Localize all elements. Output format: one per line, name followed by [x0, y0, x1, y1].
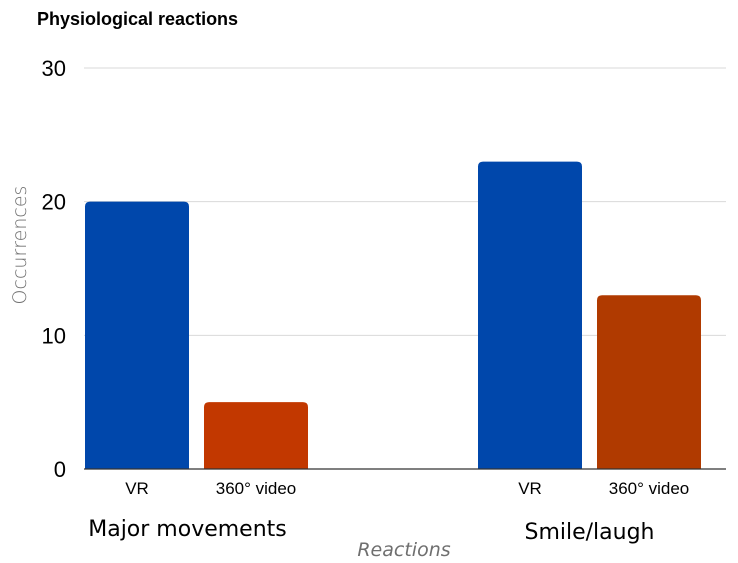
- bar-vr-smile-laugh: [478, 161, 582, 470]
- x-tick-label: 360° video: [216, 479, 297, 498]
- y-tick-label: 20: [42, 190, 66, 215]
- bar-vr-major-movements: [85, 201, 189, 469]
- group-label: Major movements: [88, 517, 287, 542]
- bars: [85, 161, 701, 470]
- y-axis-title: Occurrences: [9, 186, 31, 305]
- bar-360-video-smile-laugh: [597, 295, 701, 469]
- chart-title: Physiological reactions: [37, 9, 238, 29]
- y-axis-ticks: 0 10 20 30: [42, 56, 66, 482]
- x-axis-ticks: VR 360° video VR 360° video: [125, 479, 689, 498]
- y-tick-label: 30: [42, 56, 66, 81]
- y-tick-label: 10: [42, 323, 66, 348]
- group-labels: Major movements Smile/laugh: [88, 517, 654, 545]
- x-tick-label: VR: [125, 479, 149, 498]
- group-label: Smile/laugh: [524, 520, 654, 545]
- x-tick-label: VR: [518, 479, 542, 498]
- y-tick-label: 0: [54, 457, 66, 482]
- bar-360-video-major-movements: [204, 402, 308, 469]
- x-axis-title: Reactions: [357, 539, 450, 561]
- x-tick-label: 360° video: [609, 479, 690, 498]
